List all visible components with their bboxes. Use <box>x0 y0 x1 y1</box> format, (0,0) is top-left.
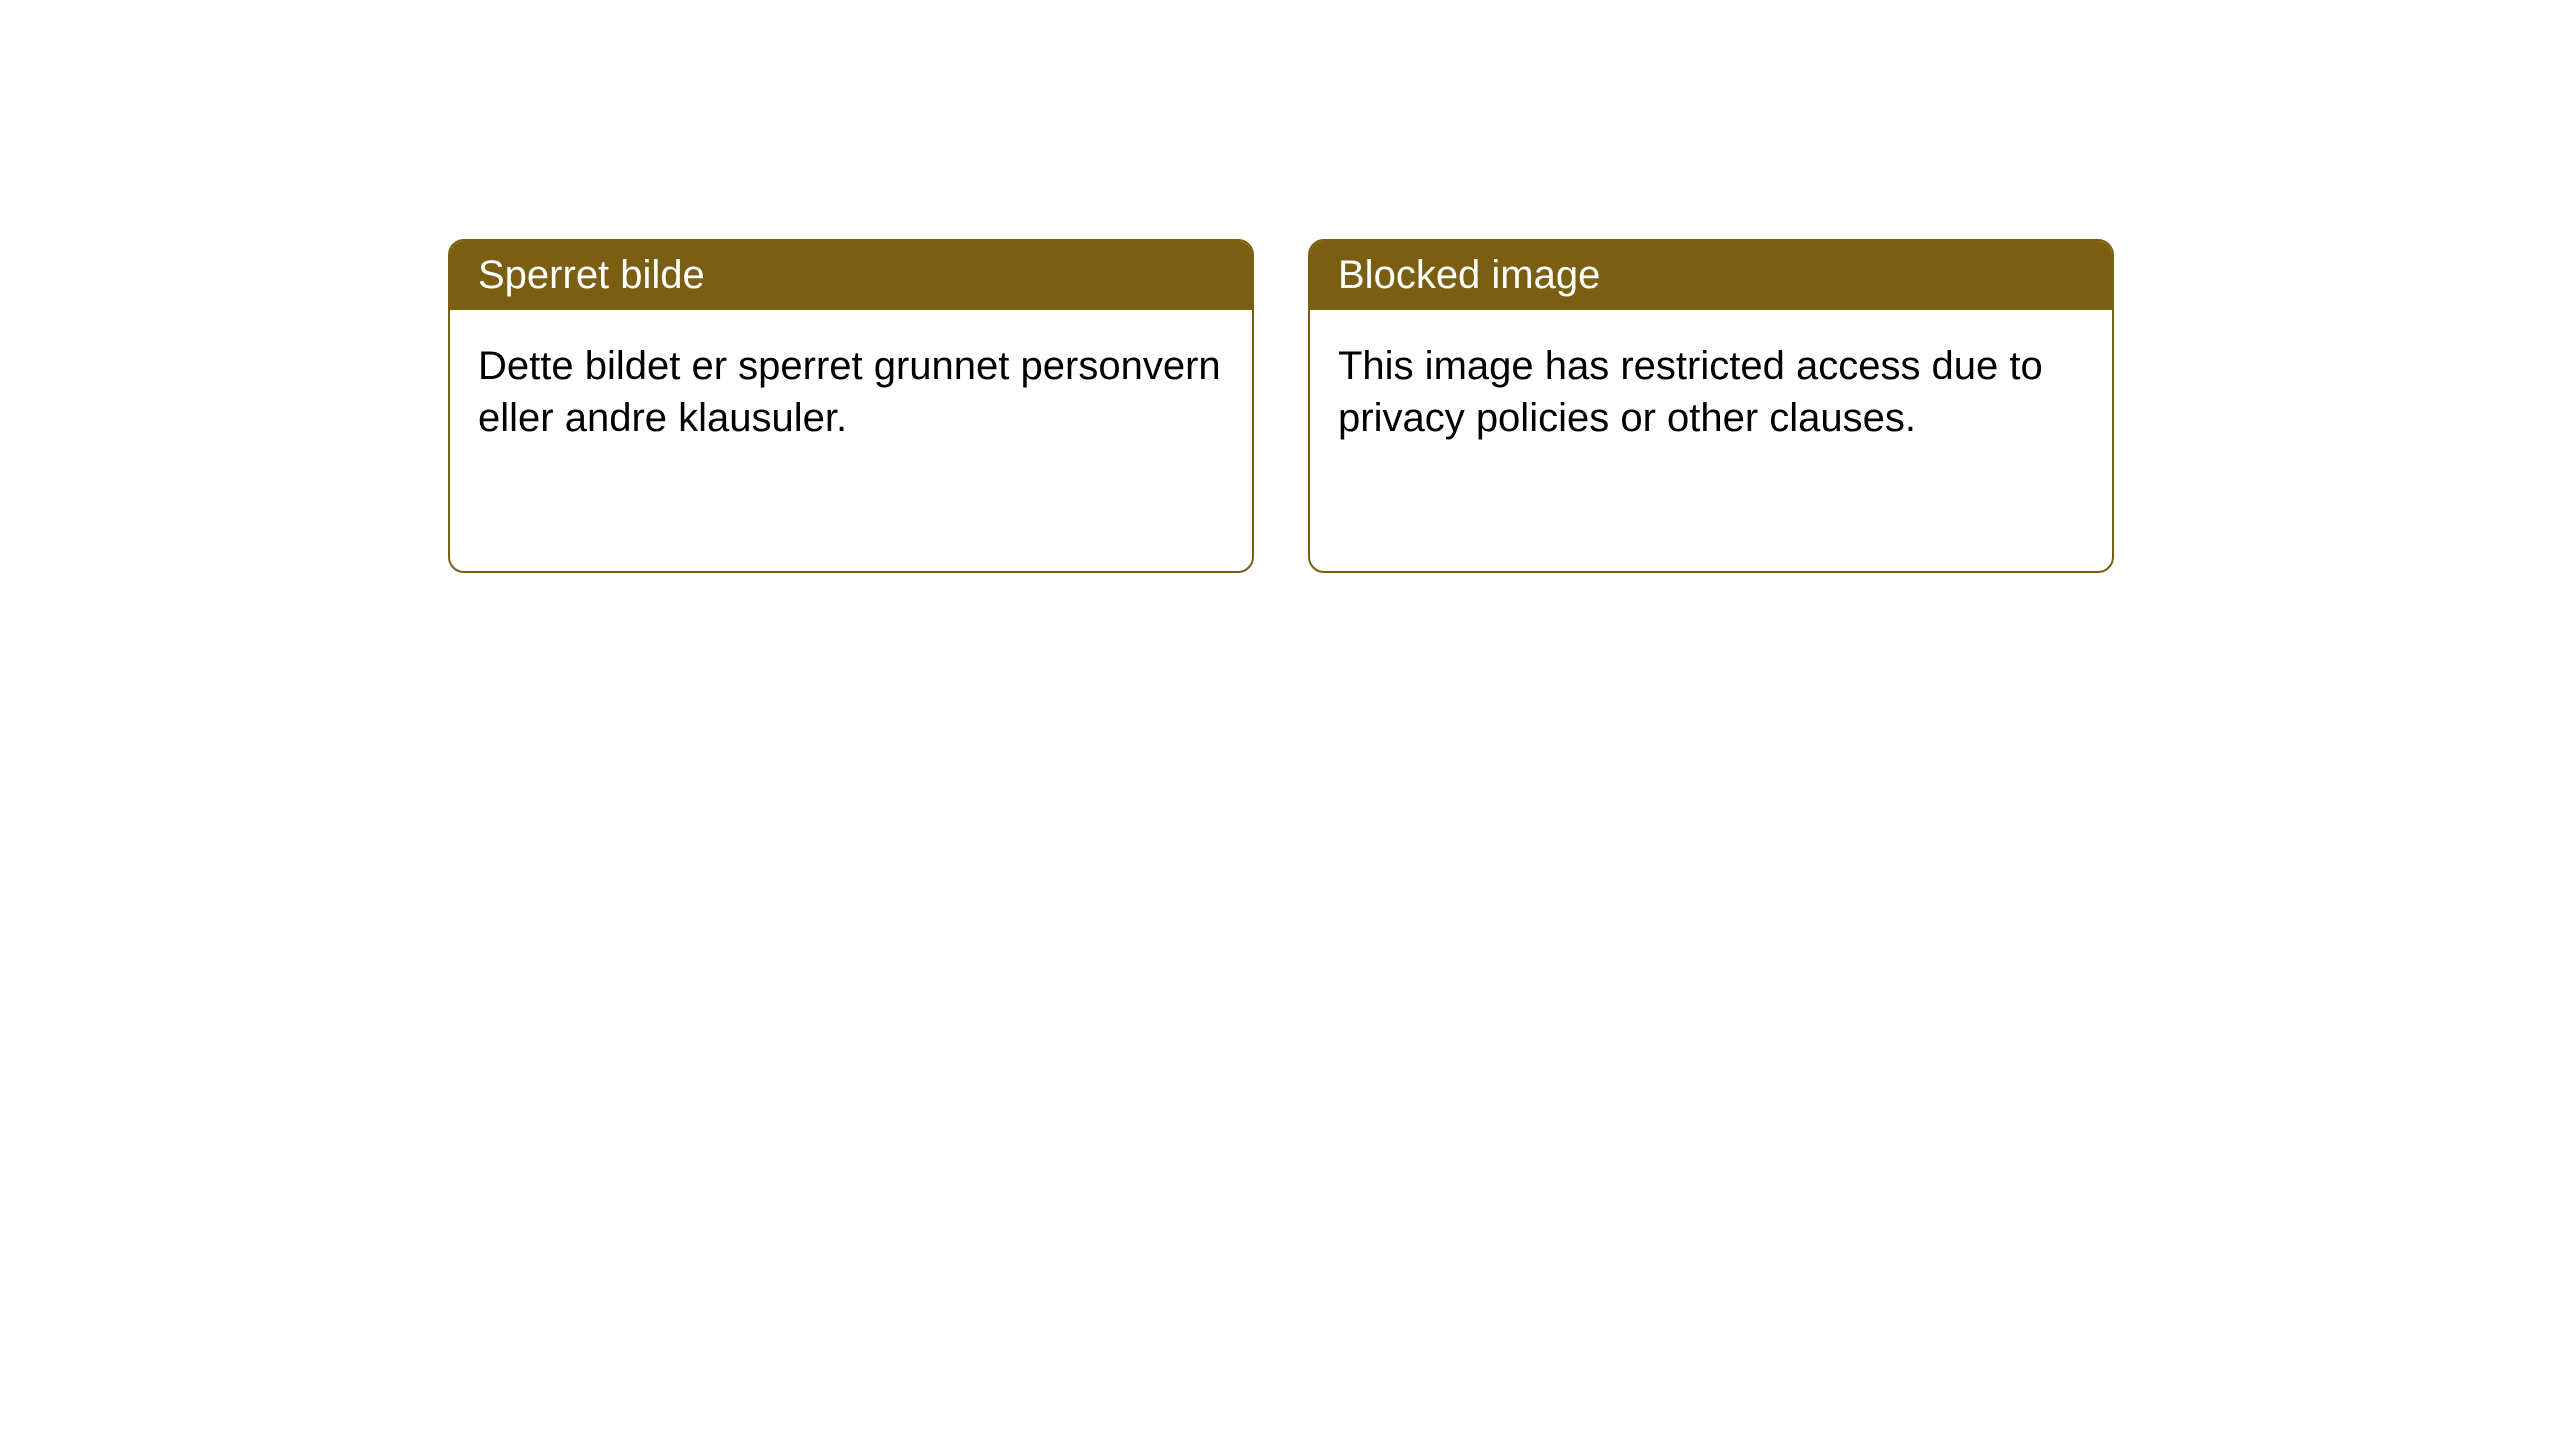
notice-card-header: Sperret bilde <box>450 241 1252 310</box>
notice-card-body: Dette bildet er sperret grunnet personve… <box>450 310 1252 474</box>
notice-card-title: Blocked image <box>1338 253 1600 297</box>
notice-card-english: Blocked image This image has restricted … <box>1308 239 2114 573</box>
notice-card-norwegian: Sperret bilde Dette bildet er sperret gr… <box>448 239 1254 573</box>
notice-card-title: Sperret bilde <box>478 253 705 297</box>
notice-container: Sperret bilde Dette bildet er sperret gr… <box>0 0 2560 573</box>
notice-card-body-text: This image has restricted access due to … <box>1338 344 2043 440</box>
notice-card-header: Blocked image <box>1310 241 2112 310</box>
notice-card-body-text: Dette bildet er sperret grunnet personve… <box>478 344 1221 440</box>
notice-card-body: This image has restricted access due to … <box>1310 310 2112 474</box>
